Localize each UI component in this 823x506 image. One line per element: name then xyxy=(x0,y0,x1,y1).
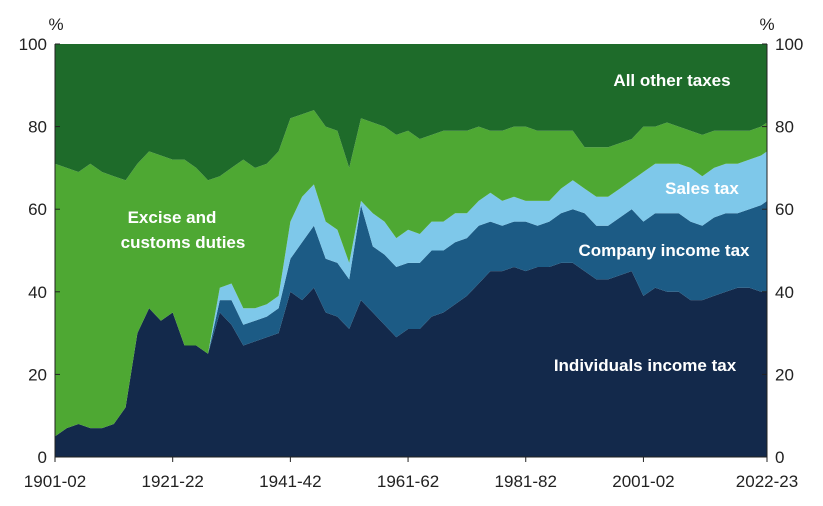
y-unit-left: % xyxy=(48,15,63,34)
label-company-income-tax: Company income tax xyxy=(579,241,751,260)
x-tick-label: 1901-02 xyxy=(24,472,86,491)
label-individuals-income-tax: Individuals income tax xyxy=(554,356,737,375)
area-excise-and-customs-duties xyxy=(55,110,767,437)
x-tick-label: 1961-62 xyxy=(377,472,439,491)
area-individuals-income-tax xyxy=(55,262,767,457)
y-tick-label-right: 0 xyxy=(775,448,784,467)
x-tick-label: 2001-02 xyxy=(612,472,674,491)
x-tick-label: 1921-22 xyxy=(141,472,203,491)
y-tick-label-left: 60 xyxy=(28,200,47,219)
y-tick-label-right: 20 xyxy=(775,365,794,384)
y-tick-label-left: 100 xyxy=(19,35,47,54)
y-tick-label-left: 40 xyxy=(28,283,47,302)
area-all-other-taxes xyxy=(55,44,767,181)
area-company-income-tax xyxy=(55,200,767,437)
y-tick-label-right: 100 xyxy=(775,35,803,54)
label-sales-tax: Sales tax xyxy=(665,179,739,198)
y-tick-label-right: 60 xyxy=(775,200,794,219)
area-sales-tax xyxy=(55,151,767,437)
label-excise-line2: customs duties xyxy=(121,233,246,252)
y-tick-label-right: 40 xyxy=(775,283,794,302)
area-layer xyxy=(55,44,767,457)
axes-layer: % % 0 0 20 20 40 40 60 60 80 80 100 100 1901-02 1921-… xyxy=(19,15,804,491)
y-tick-label-left: 0 xyxy=(38,448,47,467)
y-tick-label-left: 20 xyxy=(28,365,47,384)
label-excise-line1: Excise and xyxy=(128,208,217,227)
x-tick-label: 2022-23 xyxy=(736,472,798,491)
y-unit-right: % xyxy=(759,15,774,34)
y-tick-label-right: 80 xyxy=(775,118,794,137)
x-tick-label: 1941-42 xyxy=(259,472,321,491)
annotation-layer: All other taxes Excise and customs dutie… xyxy=(121,71,750,375)
x-tick-label: 1981-82 xyxy=(495,472,557,491)
y-tick-label-left: 80 xyxy=(28,118,47,137)
label-all-other-taxes: All other taxes xyxy=(613,71,730,90)
